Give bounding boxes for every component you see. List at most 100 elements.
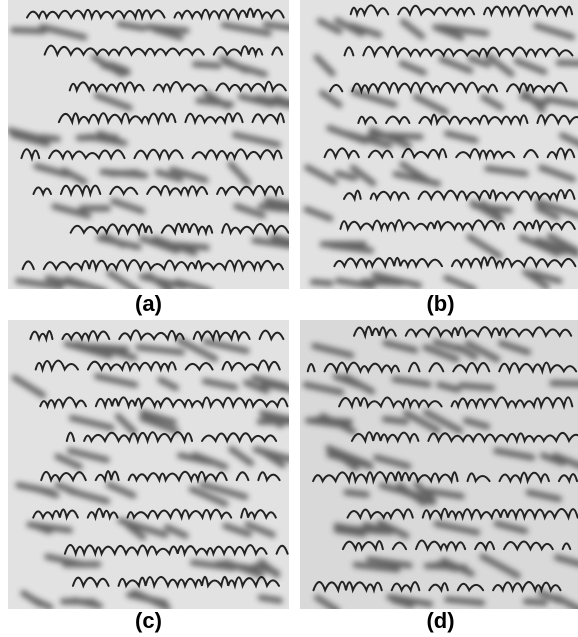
bleed-stroke: [38, 134, 61, 143]
bleed-stroke: [534, 237, 578, 258]
handwriting: [20, 7, 289, 274]
bleed-stroke: [106, 481, 137, 499]
script-line: [339, 219, 576, 233]
bleed-stroke: [513, 57, 548, 75]
bleed-stroke: [538, 164, 577, 183]
panel-caption: (b): [426, 291, 455, 316]
bleed-stroke: [398, 60, 427, 76]
bleed-stroke: [522, 269, 550, 289]
image-panel: [300, 320, 578, 609]
bleed-stroke: [466, 234, 503, 259]
bleed-stroke: [66, 447, 110, 463]
bleed-stroke: [462, 417, 491, 430]
bleed-stroke: [304, 164, 338, 185]
bleed-stroke: [201, 378, 239, 391]
bleed-stroke: [20, 590, 43, 607]
bleed-stroke: [535, 205, 561, 221]
script-line: [26, 7, 285, 22]
bleed-stroke: [270, 234, 289, 245]
bleed-stroke: [399, 18, 426, 40]
bleed-stroke: [349, 164, 377, 187]
bleed-stroke: [539, 452, 566, 466]
bleed-stroke: [432, 339, 465, 353]
bleed-stroke: [422, 344, 460, 363]
handwriting: [306, 325, 578, 590]
bleed-stroke: [309, 278, 334, 287]
bleed-stroke: [139, 415, 180, 434]
bleed-stroke: [250, 96, 289, 109]
bleed-stroke: [343, 489, 370, 498]
bleed-stroke: [549, 380, 578, 387]
bleed-stroke: [498, 340, 532, 356]
bleed-stroke: [334, 170, 358, 181]
image-panel: [300, 0, 578, 289]
script-line: [353, 325, 573, 340]
bleed-stroke: [93, 92, 133, 111]
bleed-stroke: [493, 520, 529, 534]
bleed-stroke: [392, 170, 441, 187]
bleed-stroke: [479, 200, 504, 221]
bleed-stroke: [303, 206, 334, 222]
bleed-stroke: [400, 488, 436, 506]
script-line: [43, 44, 284, 59]
script-line: [57, 112, 285, 126]
image-panel: [8, 0, 289, 289]
bleed-stroke: [106, 270, 141, 289]
bleed-stroke: [352, 561, 401, 573]
bleed-stroke: [176, 337, 219, 362]
bleed-stroke: [215, 560, 259, 572]
image-panel: [8, 320, 289, 609]
bleed-stroke: [228, 446, 255, 467]
bleed-stroke: [222, 522, 253, 538]
bleed-stroke: [26, 521, 73, 534]
bleed-stroke: [382, 339, 419, 354]
bleed-stroke: [169, 166, 209, 184]
script-line: [29, 329, 285, 343]
bleed-stroke: [39, 24, 88, 41]
bleed-stroke: [135, 344, 185, 356]
bleed-stroke: [139, 235, 180, 254]
bleed-stroke: [443, 130, 479, 144]
script-line: [69, 222, 289, 237]
bleed-stroke: [555, 59, 578, 67]
bleed-stroke: [94, 373, 139, 388]
bleed-stroke: [260, 411, 284, 429]
handwriting: [29, 329, 289, 585]
bleed-stroke: [188, 486, 229, 507]
bleed-stroke: [262, 21, 289, 31]
bleed-stroke: [351, 89, 398, 108]
bleed-stroke: [15, 277, 64, 289]
bleed-through: [8, 21, 289, 289]
bleed-stroke: [33, 163, 70, 178]
bleed-stroke: [443, 274, 477, 289]
panel-caption: (a): [135, 291, 162, 316]
bleed-stroke: [110, 198, 146, 215]
bleed-stroke: [518, 234, 561, 257]
script-line: [34, 359, 281, 374]
bleed-stroke: [199, 481, 249, 500]
bleed-stroke: [438, 56, 474, 74]
bleed-stroke: [523, 598, 548, 606]
bleed-stroke: [252, 562, 280, 576]
bleed-stroke: [10, 26, 47, 35]
bleed-stroke: [444, 596, 486, 606]
bleed-stroke: [371, 271, 423, 289]
bleed-stroke: [99, 168, 149, 179]
bleed-stroke: [534, 198, 578, 219]
bleed-stroke: [157, 376, 179, 391]
bleed-stroke: [173, 241, 210, 251]
bleed-stroke: [68, 414, 115, 431]
bleed-stroke: [385, 132, 424, 140]
bleed-stroke: [377, 519, 410, 539]
bleed-stroke: [334, 277, 376, 289]
script-line: [343, 189, 576, 203]
bleed-stroke: [467, 55, 492, 68]
bleed-stroke: [154, 169, 184, 182]
bleed-stroke: [260, 381, 289, 393]
bleed-stroke: [333, 526, 367, 537]
bleed-stroke: [192, 61, 222, 69]
bleed-stroke: [373, 454, 412, 470]
script-line: [357, 113, 578, 127]
bleed-stroke: [458, 382, 495, 392]
